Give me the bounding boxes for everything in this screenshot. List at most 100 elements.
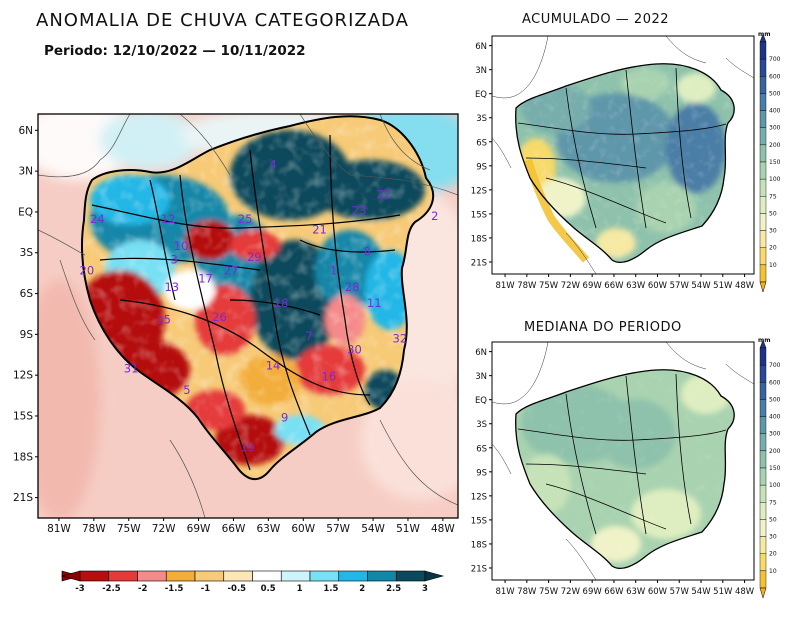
med-lat-label: 3N — [475, 372, 487, 382]
colorbar-bin — [759, 144, 767, 163]
colorbar-bin — [759, 502, 767, 520]
main-lon-label: 60W — [291, 523, 315, 535]
colorbar-label: 300 — [769, 431, 781, 438]
acum-lon-label: 69W — [583, 281, 603, 291]
colorbar-label: 20 — [769, 245, 777, 252]
colorbar-label: 2 — [359, 584, 365, 594]
acum-lon-label: 66W — [604, 281, 624, 291]
colorbar-bin — [759, 178, 767, 197]
colorbar-bin — [79, 570, 110, 582]
colorbar-bin — [137, 570, 167, 582]
colorbar-bin — [280, 570, 311, 582]
colorbar-label: 50 — [769, 210, 777, 217]
colorbar-bin — [759, 484, 767, 503]
acum-lat-label: 3S — [476, 114, 487, 124]
colorbar-bin — [759, 58, 767, 77]
colorbar-label: 0.5 — [261, 584, 276, 594]
colorbar-label: 50 — [769, 516, 777, 523]
region-label-18: 18 — [274, 296, 289, 310]
region-label-27: 27 — [224, 264, 239, 278]
main-lat-axis: 6N 3N EQ 3S 6S 9S 12S 15S 18S 21S — [13, 125, 38, 504]
colorbar-bin — [759, 196, 767, 214]
colorbar-label: -0.5 — [228, 584, 247, 594]
colorbar-label: 20 — [769, 551, 777, 558]
region-label-11: 11 — [367, 296, 382, 310]
colorbar-label: 30 — [769, 228, 777, 235]
acum-lon-label: 54W — [691, 281, 711, 291]
region-label-1: 1 — [330, 264, 337, 278]
colorbar-bin — [759, 467, 767, 486]
region-label-2: 2 — [431, 209, 438, 223]
region-label-20: 20 — [80, 264, 95, 278]
region-label-32: 32 — [393, 332, 408, 346]
colorbar-label: 1 — [297, 584, 303, 594]
colorbar-bin — [223, 570, 253, 582]
colorbar-bin — [759, 450, 767, 469]
colorbar-bin — [759, 264, 767, 283]
med-lon-label: 60W — [648, 587, 668, 597]
colorbar-bin — [759, 416, 767, 434]
med-lat-label: 6S — [476, 444, 487, 454]
region-label-29: 29 — [247, 250, 262, 264]
colorbar-bin — [759, 536, 767, 554]
colorbar-under-arrow — [759, 587, 767, 599]
colorbar-label: 150 — [769, 159, 781, 166]
colorbar-bin — [309, 570, 340, 582]
colorbar-bin — [759, 364, 767, 383]
med-lon-label: 78W — [517, 587, 537, 597]
acum-lon-label: 72W — [561, 281, 581, 291]
colorbar-label: 75 — [769, 499, 777, 506]
main-lon-label: 78W — [82, 523, 106, 535]
main-lon-label: 54W — [361, 523, 385, 535]
acum-lon-label: 63W — [626, 281, 646, 291]
acum-lat-label: 6S — [476, 138, 487, 148]
main-lat-label: 6N — [18, 125, 33, 137]
med-lat-label: 21S — [471, 564, 487, 574]
main-lon-label: 81W — [47, 523, 71, 535]
region-label-8: 8 — [364, 244, 371, 258]
region-label-3: 3 — [170, 253, 177, 267]
med-lat-label: EQ — [475, 396, 487, 406]
acum-lon-label: 51W — [713, 281, 733, 291]
med-lat-label: 6N — [475, 348, 487, 358]
acum-lat-label: 9S — [476, 162, 487, 172]
colorbar-label: 3 — [422, 584, 428, 594]
main-lon-label: 63W — [256, 523, 280, 535]
colorbar-label: -1.5 — [165, 584, 184, 594]
region-label-7: 7 — [305, 329, 312, 343]
acum-lat-label: 21S — [471, 258, 487, 268]
region-label-10: 10 — [174, 239, 189, 253]
acumulado-colorbar: mm 10 20 30 50 75 100 150 200 300 400 500 600 700 — [758, 31, 781, 293]
region-label-25: 25 — [238, 212, 253, 226]
colorbar-label: -1 — [201, 584, 211, 594]
acumulado-map: 6N 3N EQ 3S 6S 9S 12S 15S 18S 21S 81W 78W 75W 72W 69W… — [471, 31, 781, 293]
colorbar-label: 150 — [769, 465, 781, 472]
colorbar-bin — [338, 570, 368, 582]
colorbar-over-arrow — [424, 570, 445, 582]
region-label-26: 26 — [212, 310, 227, 324]
region-label-22: 22 — [376, 187, 391, 201]
acumulado-lat-axis: 6N 3N EQ 3S 6S 9S 12S 15S 18S 21S — [471, 42, 492, 268]
main-lat-label: 15S — [13, 410, 33, 422]
acum-lon-label: 78W — [517, 281, 537, 291]
main-lat-label: EQ — [18, 206, 33, 218]
acum-lon-label: 60W — [648, 281, 668, 291]
med-lat-label: 9S — [476, 468, 487, 478]
region-label-28: 28 — [345, 280, 360, 294]
main-lon-label: 66W — [222, 523, 246, 535]
med-lon-label: 63W — [626, 587, 646, 597]
colorbar-label: 400 — [769, 414, 781, 421]
acum-lon-label: 48W — [735, 281, 755, 291]
colorbar-bin — [395, 570, 426, 582]
colorbar-bin — [759, 247, 767, 266]
region-label-30: 30 — [347, 342, 362, 356]
colorbar-bin — [759, 230, 767, 248]
mediana-lat-axis: 6N 3N EQ 3S 6S 9S 12S 15S 18S 21S — [471, 348, 492, 574]
mediana-title: MEDIANA DO PERIODO — [524, 320, 682, 335]
colorbar-label: 200 — [769, 448, 781, 455]
colorbar-label: 30 — [769, 534, 777, 541]
med-lon-label: 51W — [713, 587, 733, 597]
colorbar-label: 700 — [769, 56, 781, 63]
main-title: ANOMALIA DE CHUVA CATEGORIZADA — [36, 10, 409, 31]
